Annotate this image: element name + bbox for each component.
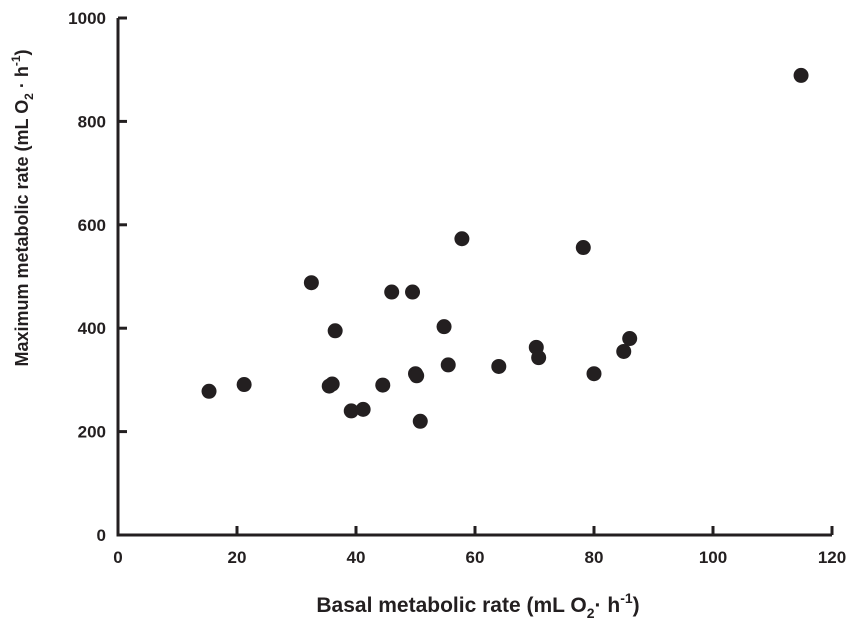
- x-axis-ticks: 0 20 40 60 80 100 120: [113, 526, 846, 567]
- y-tick-label: 200: [78, 423, 106, 442]
- data-point: [343, 403, 359, 419]
- x-tick-label: 60: [466, 548, 485, 567]
- y-axis-title: Maximum metabolic rate (mL O2 · h-1): [9, 49, 36, 366]
- data-point: [405, 284, 421, 300]
- data-point: [436, 319, 452, 335]
- x-axis-title-subscript: 2: [587, 605, 595, 620]
- data-point: [355, 401, 371, 417]
- data-points: [201, 67, 809, 429]
- x-axis-title: Basal metabolic rate (mL O2· h-1): [316, 590, 639, 620]
- y-tick-label: 400: [78, 319, 106, 338]
- data-point: [622, 331, 638, 347]
- data-point: [303, 275, 319, 291]
- x-tick-label: 100: [699, 548, 727, 567]
- x-axis-title-middle: · h: [595, 594, 621, 617]
- y-tick-label: 800: [78, 112, 106, 131]
- data-point: [531, 350, 547, 366]
- x-tick-label: 80: [585, 548, 604, 567]
- data-point: [412, 413, 428, 429]
- y-tick-label: 1000: [68, 9, 106, 28]
- data-point: [454, 231, 470, 247]
- y-axis-title-superscript: -1: [9, 55, 23, 66]
- data-point: [440, 357, 456, 373]
- y-axis-ticks: 0 200 400 600 800 1000: [68, 9, 127, 545]
- data-point: [793, 67, 809, 83]
- data-point: [575, 240, 591, 256]
- data-point: [384, 284, 400, 300]
- x-axis-title-superscript: -1: [620, 590, 633, 606]
- data-point: [616, 343, 632, 359]
- data-point: [201, 383, 217, 399]
- x-tick-label: 120: [818, 548, 846, 567]
- data-point: [327, 323, 343, 339]
- y-axis-title-middle: · h: [12, 66, 32, 93]
- x-tick-label: 20: [228, 548, 247, 567]
- data-point: [409, 368, 425, 384]
- data-point: [236, 377, 252, 393]
- x-axis-title-suffix: ): [633, 594, 640, 617]
- data-point: [375, 377, 391, 393]
- x-axis-title-prefix: Basal metabolic rate (mL O: [316, 594, 586, 617]
- data-point: [324, 376, 340, 392]
- y-axis-title-prefix: Maximum metabolic rate (mL O: [12, 100, 32, 367]
- y-axis-title-subscript: 2: [22, 93, 36, 100]
- x-tick-label: 40: [347, 548, 366, 567]
- y-tick-label: 0: [97, 526, 106, 545]
- x-tick-label: 0: [113, 548, 122, 567]
- data-point: [586, 366, 602, 382]
- y-tick-label: 600: [78, 216, 106, 235]
- data-point: [491, 358, 507, 374]
- y-axis-title-suffix: ): [12, 49, 32, 55]
